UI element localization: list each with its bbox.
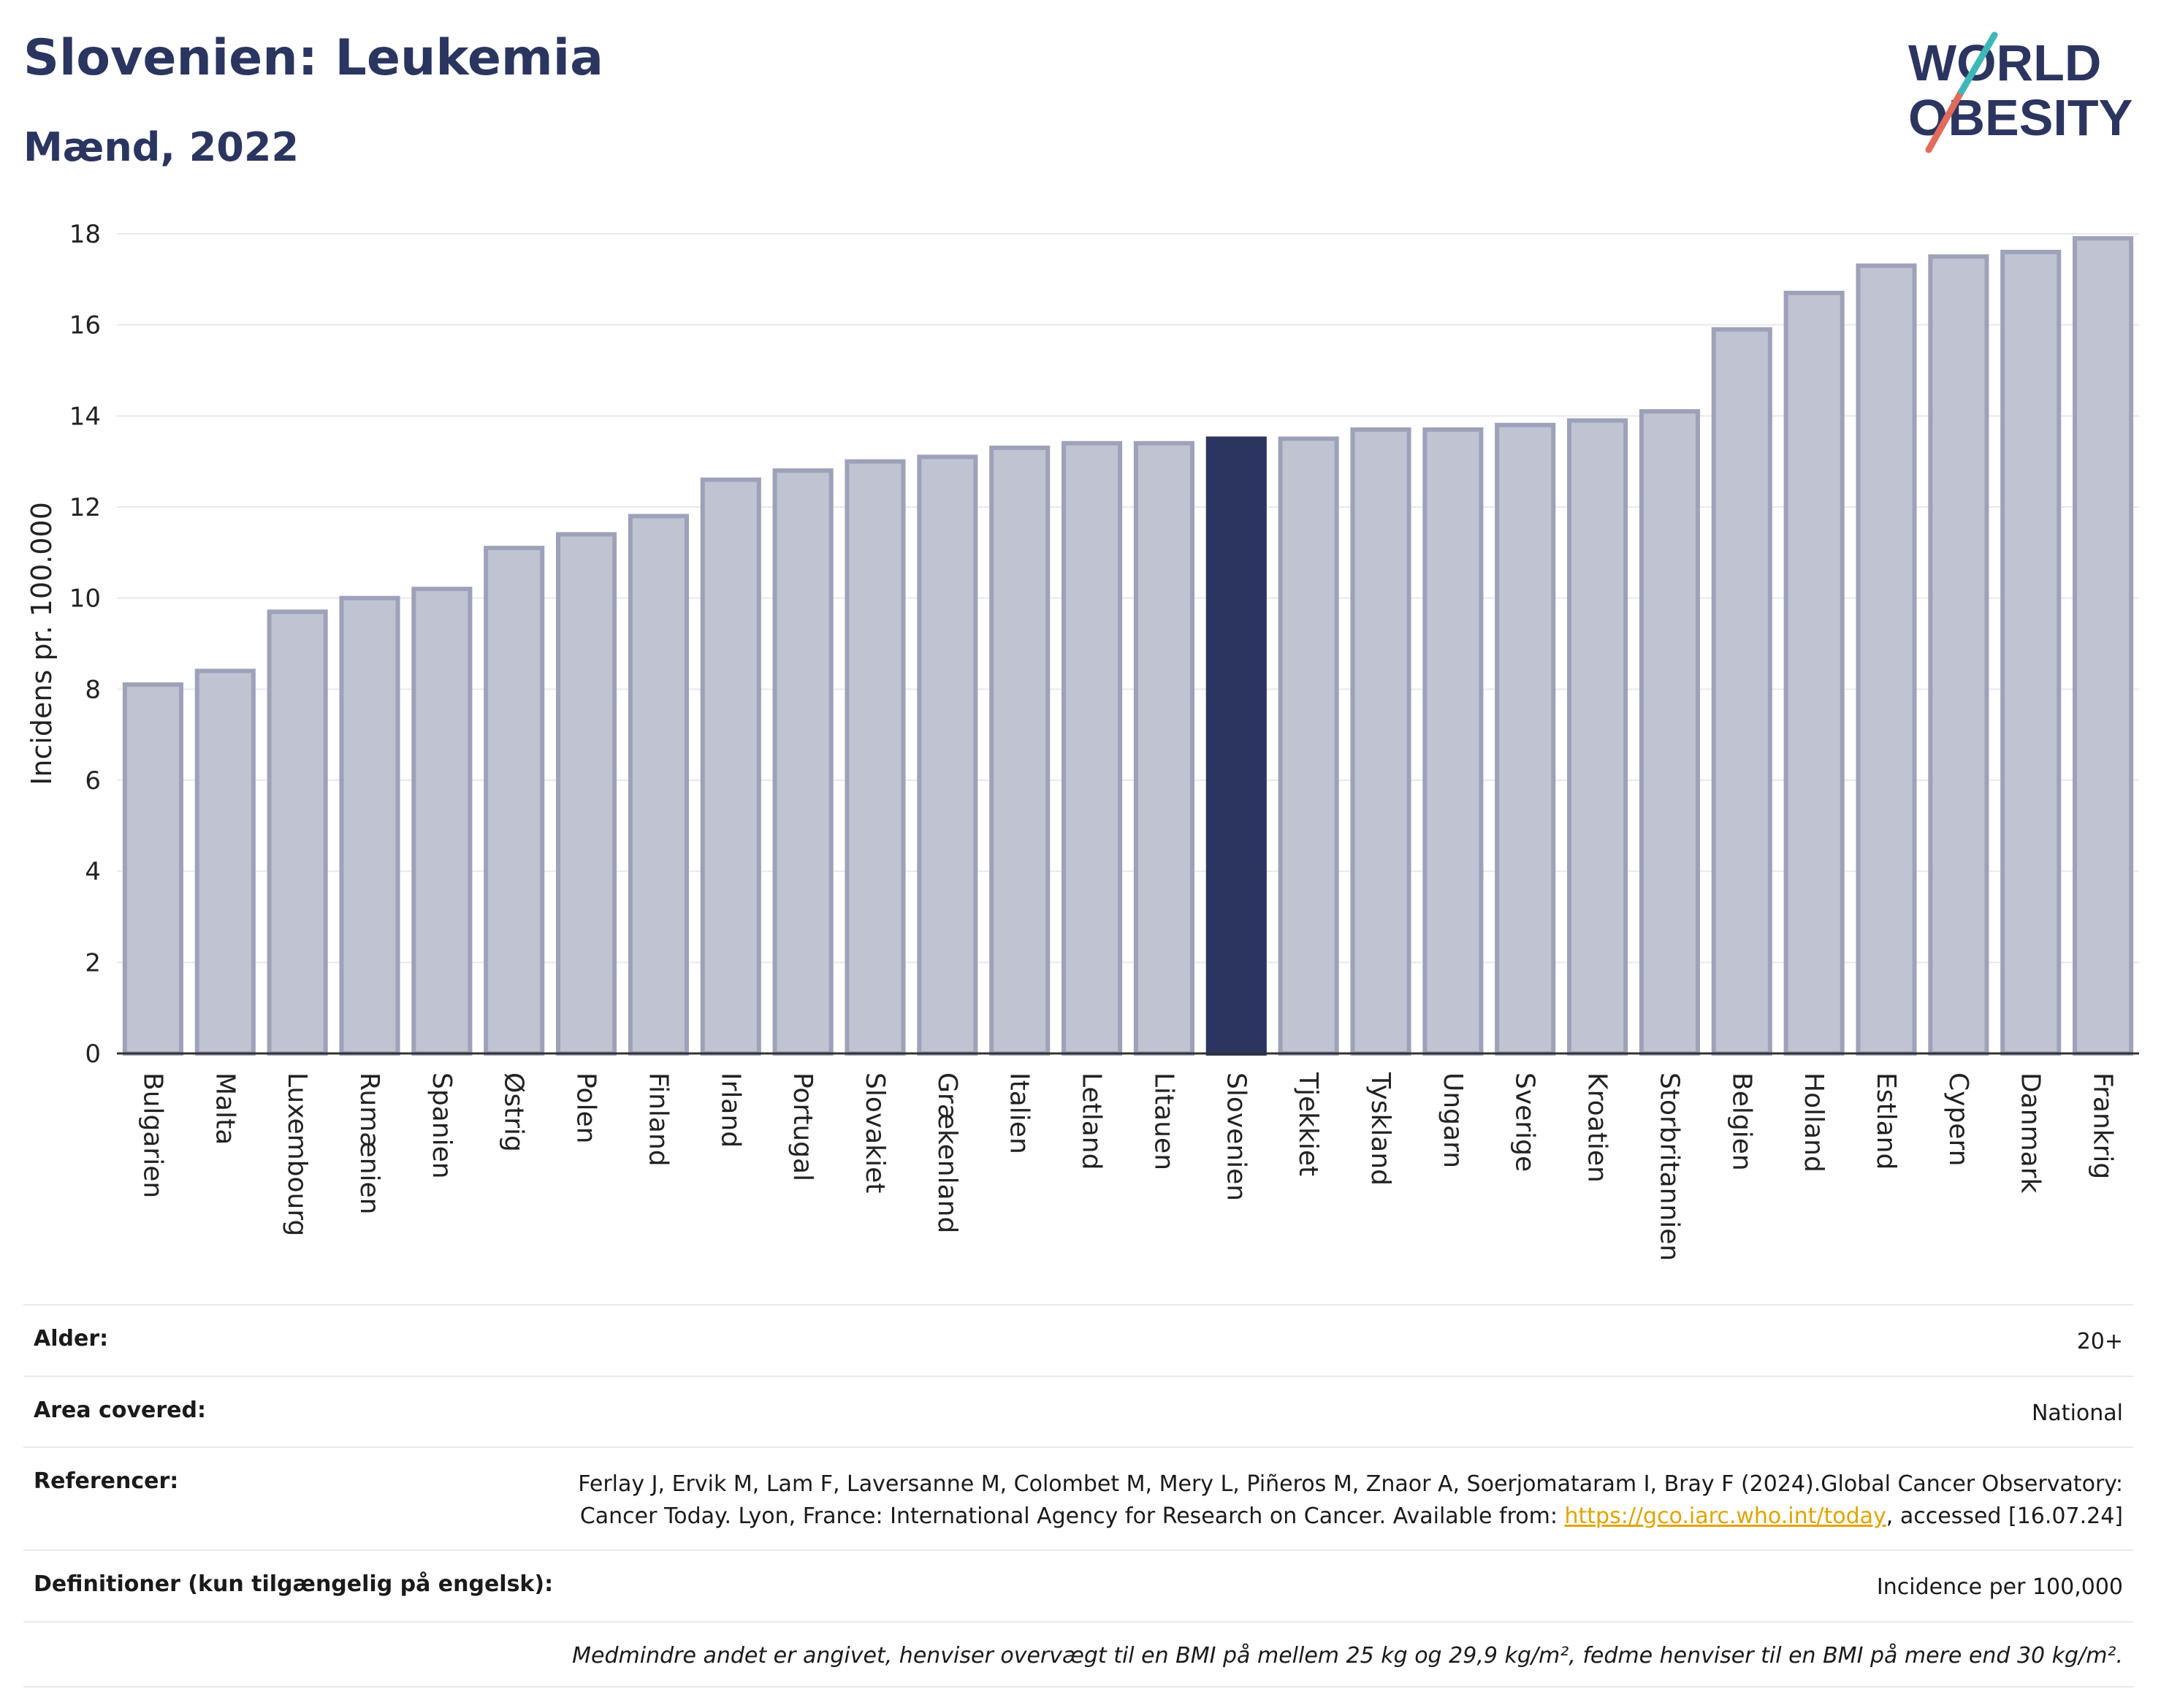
y-tick-label: 8 [85, 675, 101, 704]
x-tick-label: Spanien [427, 1072, 457, 1179]
info-table: Alder: 20+ Area covered: National Refere… [23, 1304, 2133, 1688]
references-value: Ferlay J, Ervik M, Lam F, Laversanne M, … [516, 1468, 2123, 1532]
x-tick-label: Litauen [1148, 1072, 1178, 1170]
x-tick-label: Tyskland [1365, 1072, 1395, 1186]
definitions-row: Definitioner (kun tilgængelig på engelsk… [23, 1549, 2133, 1621]
x-tick-label: Slovenien [1221, 1072, 1251, 1201]
bar-malta [194, 668, 256, 1056]
y-tick-label: 18 [69, 220, 101, 249]
world-obesity-logo: WORLD OBESITY [1908, 31, 2133, 153]
references-link[interactable]: https://gco.iarc.who.int/today [1564, 1503, 1886, 1529]
bar-rumænien [339, 595, 400, 1056]
area-row: Area covered: National [23, 1375, 2133, 1447]
references-label: Referencer: [34, 1468, 179, 1494]
y-tick-label: 14 [69, 402, 101, 431]
x-tick-label: Malta [210, 1072, 240, 1145]
x-tick-label: Belgien [1726, 1072, 1756, 1171]
x-tick-label: Irland [715, 1072, 745, 1148]
bar-cypern [1928, 254, 1989, 1056]
references-row: Referencer: Ferlay J, Ervik M, Lam F, La… [23, 1446, 2133, 1549]
bar-belgien [1711, 327, 1772, 1056]
bar-finland [628, 514, 689, 1056]
y-tick-label: 6 [85, 766, 101, 796]
bar-bulgarien [122, 682, 183, 1056]
bar-irland [700, 477, 761, 1056]
bar-ungarn [1422, 427, 1484, 1056]
note-row: Medmindre andet er angivet, henviser ove… [23, 1620, 2133, 1688]
y-tick-label: 4 [85, 858, 101, 887]
bar-italien [989, 445, 1051, 1056]
bar-frankrig [2073, 236, 2134, 1056]
bar-luxembourg [267, 609, 328, 1056]
bar-danmark [2000, 249, 2062, 1056]
bar-sverige [1495, 422, 1556, 1056]
bar-tjekkiet [1278, 436, 1339, 1056]
x-tick-label: Rumænien [354, 1072, 384, 1214]
bar-holland [1783, 291, 1845, 1056]
bar-tyskland [1350, 427, 1411, 1056]
x-tick-label: Luxembourg [282, 1072, 312, 1236]
y-tick-label: 16 [69, 311, 101, 340]
y-tick-label: 10 [69, 584, 101, 614]
bar-portugal [772, 468, 834, 1056]
x-tick-label: Grækenland [932, 1072, 962, 1233]
y-tick-label: 0 [85, 1040, 101, 1069]
area-value: National [2031, 1400, 2123, 1426]
x-tick-label: Portugal [788, 1072, 817, 1181]
references-text: Ferlay J, Ervik M, Lam F, Laversanne M, … [578, 1471, 2123, 1529]
definitions-value: Incidence per 100,000 [1876, 1574, 2123, 1600]
x-tick-label: Holland [1799, 1072, 1829, 1173]
page-subtitle: Mænd, 2022 [23, 124, 300, 170]
bar-slovakiet [845, 459, 906, 1056]
bar-storbritannien [1639, 409, 1700, 1056]
age-label: Alder: [34, 1326, 109, 1351]
x-tick-label: Østrig [499, 1072, 529, 1152]
bar-litauen [1133, 441, 1194, 1056]
y-axis-label: Incidens pr. 100.000 [26, 502, 58, 785]
x-tick-label: Slovakiet [860, 1072, 890, 1193]
x-tick-label: Ungarn [1438, 1072, 1468, 1168]
bar-grækenland [917, 454, 978, 1056]
x-tick-label: Italien [1005, 1072, 1034, 1154]
page-title: Slovenien: Leukemia [23, 29, 603, 87]
bar-polen [556, 532, 617, 1056]
footnote: Medmindre andet er angivet, henviser ove… [572, 1642, 2123, 1669]
age-value: 20+ [2076, 1329, 2123, 1354]
x-tick-label: Danmark [2016, 1072, 2046, 1194]
x-tick-label: Sverige [1510, 1072, 1540, 1172]
x-tick-label: Bulgarien [137, 1072, 167, 1198]
definitions-label: Definitioner (kun tilgængelig på engelsk… [34, 1571, 554, 1597]
y-tick-label: 12 [69, 493, 101, 522]
x-tick-label: Frankrig [2088, 1072, 2118, 1179]
references-accessed: , accessed [16.07.24] [1886, 1503, 2123, 1529]
x-tick-label: Polen [571, 1072, 601, 1143]
bar-østrig [484, 546, 545, 1056]
bar-spanien [411, 587, 473, 1056]
x-tick-label: Tjekkiet [1293, 1072, 1323, 1176]
x-tick-label: Finland [643, 1072, 673, 1167]
logo-line2: OBESITY [1908, 89, 2133, 146]
bar-slovenien [1205, 436, 1267, 1056]
bar-estland [1856, 263, 1917, 1056]
y-tick-label: 2 [85, 948, 101, 977]
x-tick-label: Kroatien [1582, 1072, 1612, 1183]
x-tick-label: Letland [1077, 1072, 1107, 1170]
logo-line1: WORLD [1908, 34, 2101, 91]
bar-kroatien [1567, 418, 1628, 1056]
bar-chart: 0 2 4 6 8 10 12 14 16 18 Incidens pr. 100.000 Bulga… [26, 220, 2139, 1261]
x-tick-label: Cypern [1943, 1072, 1973, 1166]
age-row: Alder: 20+ [23, 1304, 2133, 1376]
x-tick-label: Storbritannien [1654, 1072, 1684, 1261]
bar-letland [1062, 441, 1123, 1056]
area-label: Area covered: [34, 1397, 206, 1423]
x-tick-label: Estland [1871, 1072, 1901, 1170]
